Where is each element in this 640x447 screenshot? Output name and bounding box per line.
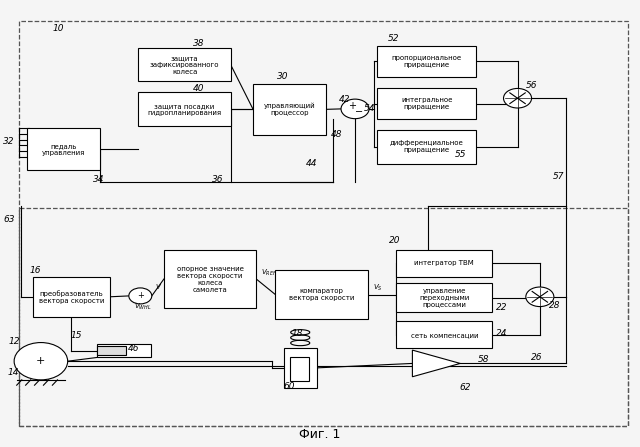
Text: 42: 42 <box>339 95 350 104</box>
Bar <box>27 128 100 170</box>
Text: −: − <box>355 107 363 117</box>
Text: педаль
управления: педаль управления <box>42 143 85 156</box>
Text: дифференциальное
приращение: дифференциальное приращение <box>390 140 463 153</box>
Text: 22: 22 <box>496 304 508 312</box>
Text: 40: 40 <box>193 84 205 93</box>
Text: 46: 46 <box>128 344 140 353</box>
Circle shape <box>14 342 68 380</box>
Text: компаратор
вектора скорости: компаратор вектора скорости <box>289 288 355 301</box>
Text: 48: 48 <box>331 130 342 139</box>
Bar <box>396 321 492 348</box>
Text: $V_{WHL}$: $V_{WHL}$ <box>134 302 152 312</box>
Text: 20: 20 <box>390 236 401 245</box>
Text: 63: 63 <box>3 215 15 224</box>
Text: +: + <box>36 356 45 366</box>
Text: 12: 12 <box>8 337 20 346</box>
Text: сеть компенсации: сеть компенсации <box>410 332 478 337</box>
Bar <box>97 346 125 355</box>
Bar <box>275 270 368 319</box>
Bar <box>396 250 492 277</box>
Text: 60: 60 <box>284 383 295 392</box>
Circle shape <box>341 99 369 118</box>
Text: 10: 10 <box>53 24 65 33</box>
Text: $V_{REF}$: $V_{REF}$ <box>261 268 278 278</box>
Text: 14: 14 <box>7 368 19 377</box>
Circle shape <box>129 288 152 304</box>
Text: 26: 26 <box>531 353 543 362</box>
Text: 57: 57 <box>553 173 564 181</box>
Bar <box>97 344 151 357</box>
Text: 32: 32 <box>3 137 15 146</box>
Bar <box>138 93 231 126</box>
Bar <box>19 208 628 426</box>
Text: 52: 52 <box>388 34 399 43</box>
Circle shape <box>526 287 554 307</box>
Text: 62: 62 <box>460 384 471 392</box>
Text: 54: 54 <box>364 105 375 114</box>
Text: 38: 38 <box>193 39 205 48</box>
Text: V: V <box>155 284 160 290</box>
Text: 28: 28 <box>548 301 560 310</box>
Bar <box>164 250 256 308</box>
Text: 16: 16 <box>29 266 41 274</box>
Text: 18: 18 <box>292 329 303 338</box>
Text: Фиг. 1: Фиг. 1 <box>300 428 340 441</box>
Text: 24: 24 <box>496 329 508 338</box>
Text: пропорциональное
приращение: пропорциональное приращение <box>392 55 462 68</box>
Bar <box>284 348 317 388</box>
Text: 55: 55 <box>454 150 466 159</box>
Text: 15: 15 <box>71 331 83 340</box>
Text: 36: 36 <box>212 175 224 184</box>
Polygon shape <box>412 350 460 377</box>
Text: +: + <box>348 101 356 111</box>
Text: интегральное
приращение: интегральное приращение <box>401 97 452 110</box>
Text: управление
переходными
процессами: управление переходными процессами <box>419 288 469 308</box>
Bar <box>290 357 309 381</box>
Bar <box>378 46 476 77</box>
Text: +: + <box>137 291 144 300</box>
Bar <box>396 283 492 312</box>
Bar <box>253 84 326 135</box>
Text: опорное значение
вектора скорости
колеса
самолета: опорное значение вектора скорости колеса… <box>177 266 243 292</box>
Bar <box>378 130 476 164</box>
Bar <box>378 88 476 119</box>
Text: преобразователь
вектора скорости: преобразователь вектора скорости <box>39 290 104 304</box>
Text: 56: 56 <box>526 81 538 90</box>
Text: 44: 44 <box>306 159 317 168</box>
Text: 34: 34 <box>93 175 104 184</box>
Text: управляющий
процессор: управляющий процессор <box>264 102 316 116</box>
Text: защита
зафиксированного
колеса: защита зафиксированного колеса <box>150 55 220 75</box>
Bar <box>138 48 231 81</box>
Text: $V_S$: $V_S$ <box>373 283 383 293</box>
Text: интегратор ТВМ: интегратор ТВМ <box>414 261 474 266</box>
Text: 58: 58 <box>477 355 489 364</box>
Circle shape <box>504 89 532 108</box>
Text: 30: 30 <box>277 72 289 81</box>
Bar <box>33 277 109 317</box>
Text: защита посадки
гидропланирования: защита посадки гидропланирования <box>148 103 221 116</box>
